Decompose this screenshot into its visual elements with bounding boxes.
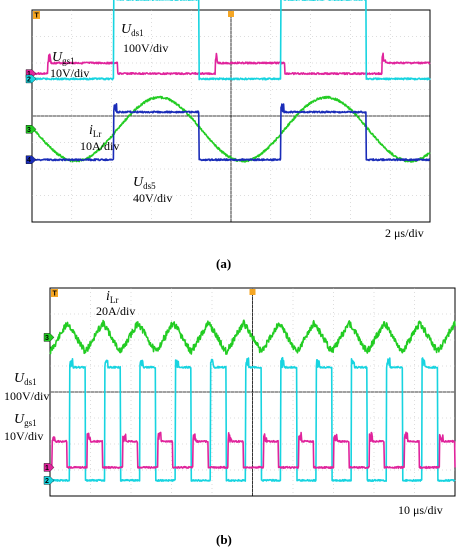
scale-a-uds5: 40V/div: [133, 191, 172, 205]
scale-a-ugs1: 10V/div: [50, 66, 89, 80]
channel-marker-text: 2: [27, 76, 31, 83]
label-a-ilr-main: i: [89, 123, 93, 138]
channel-marker-text: 2: [45, 478, 49, 485]
channel-marker-text: 4: [27, 157, 31, 164]
label-a-uds5: Uds5: [133, 175, 156, 191]
label-a-uds1-main: U: [121, 22, 132, 37]
trigger-position-marker: [249, 289, 256, 295]
scale-a-uds1: 100V/div: [123, 41, 168, 55]
label-b-ilr-main: i: [106, 289, 110, 304]
channel-marker-4: 4: [25, 155, 37, 164]
label-b-ugs1-sub: gs1: [24, 418, 37, 428]
label-b-ilr: iLr: [106, 289, 118, 305]
trace-u-ds1: [49, 356, 456, 483]
trace-u-gs1: [31, 52, 431, 76]
trigger-marker-text: T: [53, 291, 58, 298]
label-a-uds5-main: U: [133, 175, 144, 190]
label-a-ilr: iLr: [89, 123, 101, 139]
trace-u-gs1: [49, 431, 456, 470]
trigger-marker: T: [51, 289, 58, 298]
trigger-marker: T: [33, 11, 40, 20]
label-a-ugs1-sub: gs1: [62, 56, 75, 66]
trace-u-ds5: [31, 103, 431, 162]
label-a-ugs1: Ugs1: [52, 50, 75, 66]
trace-i-lr: [31, 95, 431, 163]
caption-b: (b): [216, 532, 232, 547]
panel-a-channel-markers: 12 3 4 T: [25, 11, 234, 164]
scale-a-ilr: 10A/div: [80, 139, 119, 153]
scale-b-ilr: 20A/div: [96, 304, 135, 318]
label-a-uds5-sub: ds5: [143, 181, 156, 191]
label-b-ugs1: Ugs1: [14, 412, 37, 428]
panel-b-grid: [50, 288, 455, 496]
label-a-ilr-sub: Lr: [93, 129, 102, 139]
time-scale-a: 2 μs/div: [385, 226, 424, 240]
panel-a: 12 3 4 T Uds1 100V/div Ugs1 10V/div iLr 10A…: [25, 0, 431, 271]
channel-marker-1: 1: [43, 463, 55, 472]
scale-b-ugs1: 10V/div: [4, 429, 43, 443]
trigger-position-marker: [228, 11, 234, 17]
label-b-uds1-sub: ds1: [24, 377, 37, 387]
channel-marker-text: 1: [27, 71, 31, 78]
channel-marker-3: 3: [43, 333, 55, 342]
label-b-uds1-main: U: [14, 371, 25, 386]
scale-b-uds1: 100V/div: [4, 389, 49, 403]
trace-i-lr: [49, 319, 456, 355]
panel-a-grid: [32, 10, 430, 222]
panel-b: 3 2 1 T iLr 20A/div Uds1 100V/div Ugs1 10V/…: [4, 287, 456, 547]
channel-marker-3: 3: [25, 125, 37, 134]
panel-a-traces: [31, 0, 431, 163]
label-a-uds1-sub: ds1: [131, 28, 144, 38]
time-scale-b: 10 μs/div: [398, 503, 443, 517]
trace-u-ds1: [31, 0, 431, 81]
label-b-uds1: Uds1: [14, 371, 37, 387]
trigger-marker-text: T: [35, 13, 40, 20]
panel-b-channel-markers: 3 2 1 T: [43, 289, 256, 485]
label-a-uds1: Uds1: [121, 22, 144, 38]
channel-marker-text: 3: [45, 335, 49, 342]
panel-b-traces: [49, 319, 456, 483]
channel-marker-2: 2: [25, 74, 37, 83]
caption-a: (a): [216, 256, 231, 271]
label-b-ilr-sub: Lr: [110, 295, 119, 305]
channel-marker-text: 3: [27, 127, 31, 134]
label-b-ugs1-main: U: [14, 412, 25, 427]
label-a-ugs1-main: U: [52, 50, 63, 65]
channel-marker-2: 2: [43, 476, 55, 485]
channel-marker-text: 1: [45, 465, 49, 472]
